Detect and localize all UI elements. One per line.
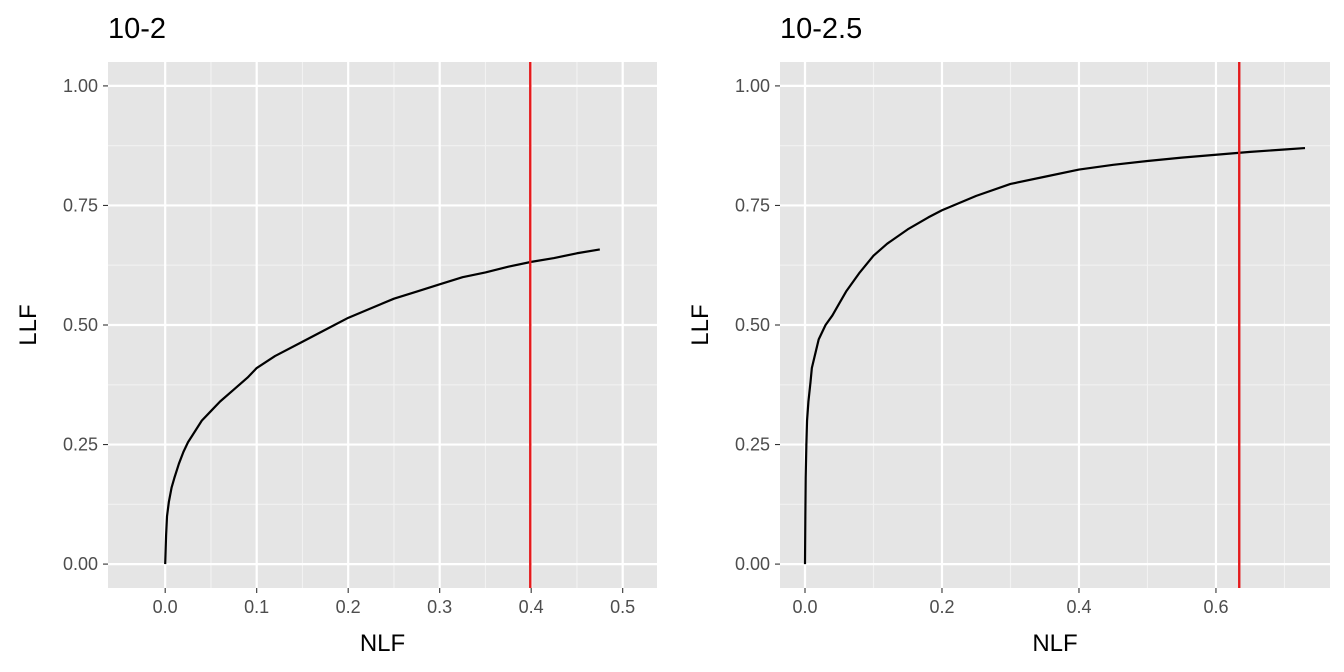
x-tick-label: 0.0 — [153, 597, 178, 617]
x-tick-label: 0.5 — [610, 597, 635, 617]
y-tick-label: 0.75 — [63, 195, 98, 215]
chart-title: 10-2.5 — [780, 13, 862, 45]
x-axis-label: NLF — [1032, 630, 1077, 657]
chart-panel-1: 0.0 0.1 0.2 0.3 0.4 0.5 0.00 0.25 0.50 0.75 1.00 10… — [15, 13, 657, 657]
x-tick-label: 0.2 — [929, 597, 954, 617]
x-tick-label: 0.1 — [244, 597, 269, 617]
x-tick-label: 0.0 — [792, 597, 817, 617]
y-tick-label: 0.75 — [735, 195, 770, 215]
x-tick-label: 0.3 — [427, 597, 452, 617]
x-axis-label: NLF — [360, 630, 405, 657]
y-tick-label: 0.25 — [735, 435, 770, 455]
chart-title: 10-2 — [108, 13, 166, 45]
y-tick-label: 0.00 — [735, 554, 770, 574]
y-tick-label: 0.50 — [63, 315, 98, 335]
chart-panel-2: 0.0 0.2 0.4 0.6 0.00 0.25 0.50 0.75 1.00 10-2.5 NL… — [687, 13, 1330, 657]
y-tick-label: 0.25 — [63, 435, 98, 455]
x-tick-label: 0.4 — [519, 597, 544, 617]
y-tick-label: 0.50 — [735, 315, 770, 335]
series-line-1 — [803, 146, 1306, 565]
y-tick-label: 1.00 — [63, 76, 98, 96]
y-tick-label: 1.00 — [735, 76, 770, 96]
x-tick-label: 0.6 — [1203, 597, 1228, 617]
y-tick-label: 0.00 — [63, 554, 98, 574]
x-tick-label: 0.2 — [336, 597, 361, 617]
series-line-1 — [164, 248, 600, 565]
y-axis-label: LLF — [15, 304, 42, 345]
x-tick-label: 0.4 — [1066, 597, 1091, 617]
y-axis-label: LLF — [687, 304, 714, 345]
